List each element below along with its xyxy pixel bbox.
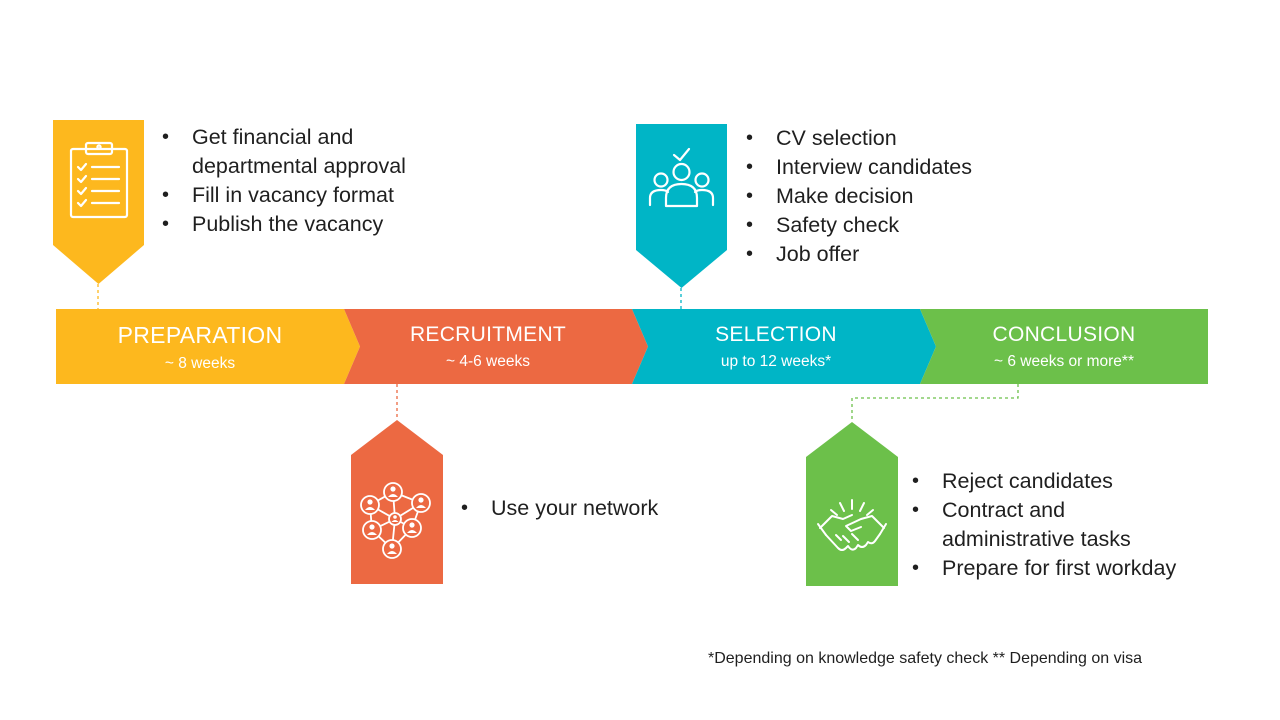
stage-segment-preparation: [56, 309, 360, 384]
list-item: Interview candidates: [746, 153, 1046, 182]
people-network-icon: [360, 482, 431, 559]
list-item: Reject candidates: [912, 467, 1192, 496]
clipboard-checklist-icon: [69, 141, 129, 219]
stage-segment-selection: [632, 309, 936, 384]
stage-conclusion: CONCLUSION ~ 6 weeks or more**: [920, 309, 1208, 384]
list-item: Job offer: [746, 240, 1046, 269]
list-item: Prepare for first workday: [912, 554, 1192, 583]
conclusion-task-list: Reject candidates Contract and administr…: [912, 467, 1192, 583]
list-item: Fill in vacancy format: [162, 181, 452, 210]
stage-duration: up to 12 weeks*: [720, 353, 832, 370]
preparation-task-list: Get financial and departmental approval …: [162, 123, 452, 239]
list-item: Get financial and departmental approval: [162, 123, 452, 181]
stage-segment-recruitment: [344, 309, 648, 384]
recruitment-task-list: Use your network: [461, 494, 721, 523]
selection-task-list: CV selection Interview candidates Make d…: [746, 124, 1046, 269]
stage-name: CONCLUSION: [992, 323, 1136, 346]
list-item: Publish the vacancy: [162, 210, 452, 239]
footnote: *Depending on knowledge safety check ** …: [708, 650, 1143, 667]
stage-duration: ~ 6 weeks or more**: [994, 353, 1134, 370]
list-item: Use your network: [461, 494, 721, 523]
stage-name: RECRUITMENT: [409, 323, 567, 346]
handshake-icon: [817, 499, 887, 551]
list-item: Make decision: [746, 182, 1046, 211]
stage-duration: ~ 4-6 weeks: [445, 353, 530, 370]
list-item: Safety check: [746, 211, 1046, 240]
stage-name: SELECTION: [715, 323, 837, 346]
connector-conclusion: [851, 384, 1019, 422]
list-item: CV selection: [746, 124, 1046, 153]
stage-preparation: PREPARATION ~ 8 weeks: [56, 309, 344, 384]
stage-duration: ~ 8 weeks: [164, 355, 236, 372]
team-check-icon: [648, 147, 715, 208]
list-item: Contract and administrative tasks: [912, 496, 1192, 554]
stage-selection: SELECTION up to 12 weeks*: [632, 309, 920, 384]
stage-name: PREPARATION: [117, 322, 283, 348]
callout-tag-recruitment: [351, 420, 443, 584]
stage-recruitment: RECRUITMENT ~ 4-6 weeks: [344, 309, 632, 384]
stage-segment-conclusion: [920, 309, 1208, 384]
